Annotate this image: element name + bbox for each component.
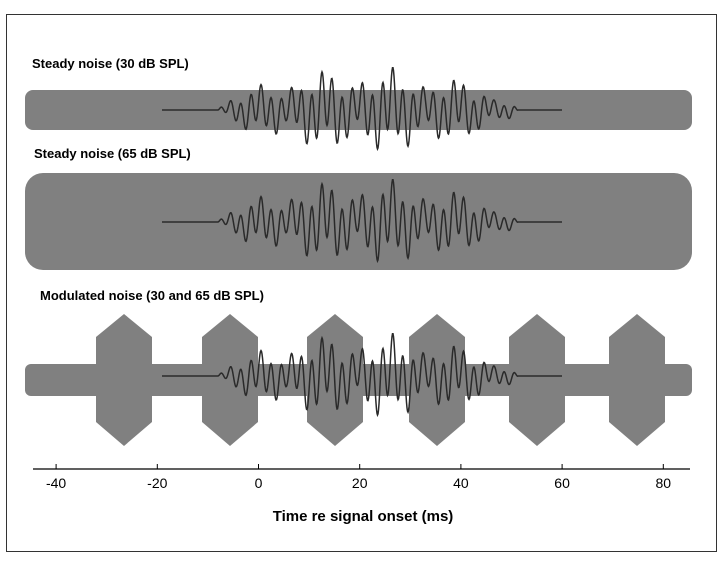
time-axis-ticks: -80-60-40-20020406080100120140160 — [46, 464, 672, 491]
panel-label-modulated: Modulated noise (30 and 65 dB SPL) — [40, 288, 264, 303]
noise-burst-2 — [202, 314, 258, 446]
noise-burst-5 — [509, 314, 565, 446]
axis-tick-label: 60 — [554, 475, 570, 491]
panel-label-steady-30: Steady noise (30 dB SPL) — [32, 56, 189, 71]
noise-burst-6 — [609, 314, 665, 446]
noise-burst-1 — [96, 314, 152, 446]
noise-burst-4 — [409, 314, 465, 446]
panel-label-steady-65: Steady noise (65 dB SPL) — [34, 146, 191, 161]
axis-tick-label: 0 — [255, 475, 263, 491]
time-axis-title: Time re signal onset (ms) — [272, 508, 454, 525]
signal-waveform-2 — [162, 178, 562, 264]
axis-tick-label: -40 — [46, 475, 66, 491]
axis-tick-label: -20 — [147, 475, 167, 491]
axis-tick-label: 20 — [352, 475, 368, 491]
axis-tick-label: 40 — [453, 475, 469, 491]
signal-waveform-1 — [162, 66, 562, 152]
axis-tick-label: 80 — [656, 475, 672, 491]
signal-waveform-3 — [162, 332, 562, 418]
